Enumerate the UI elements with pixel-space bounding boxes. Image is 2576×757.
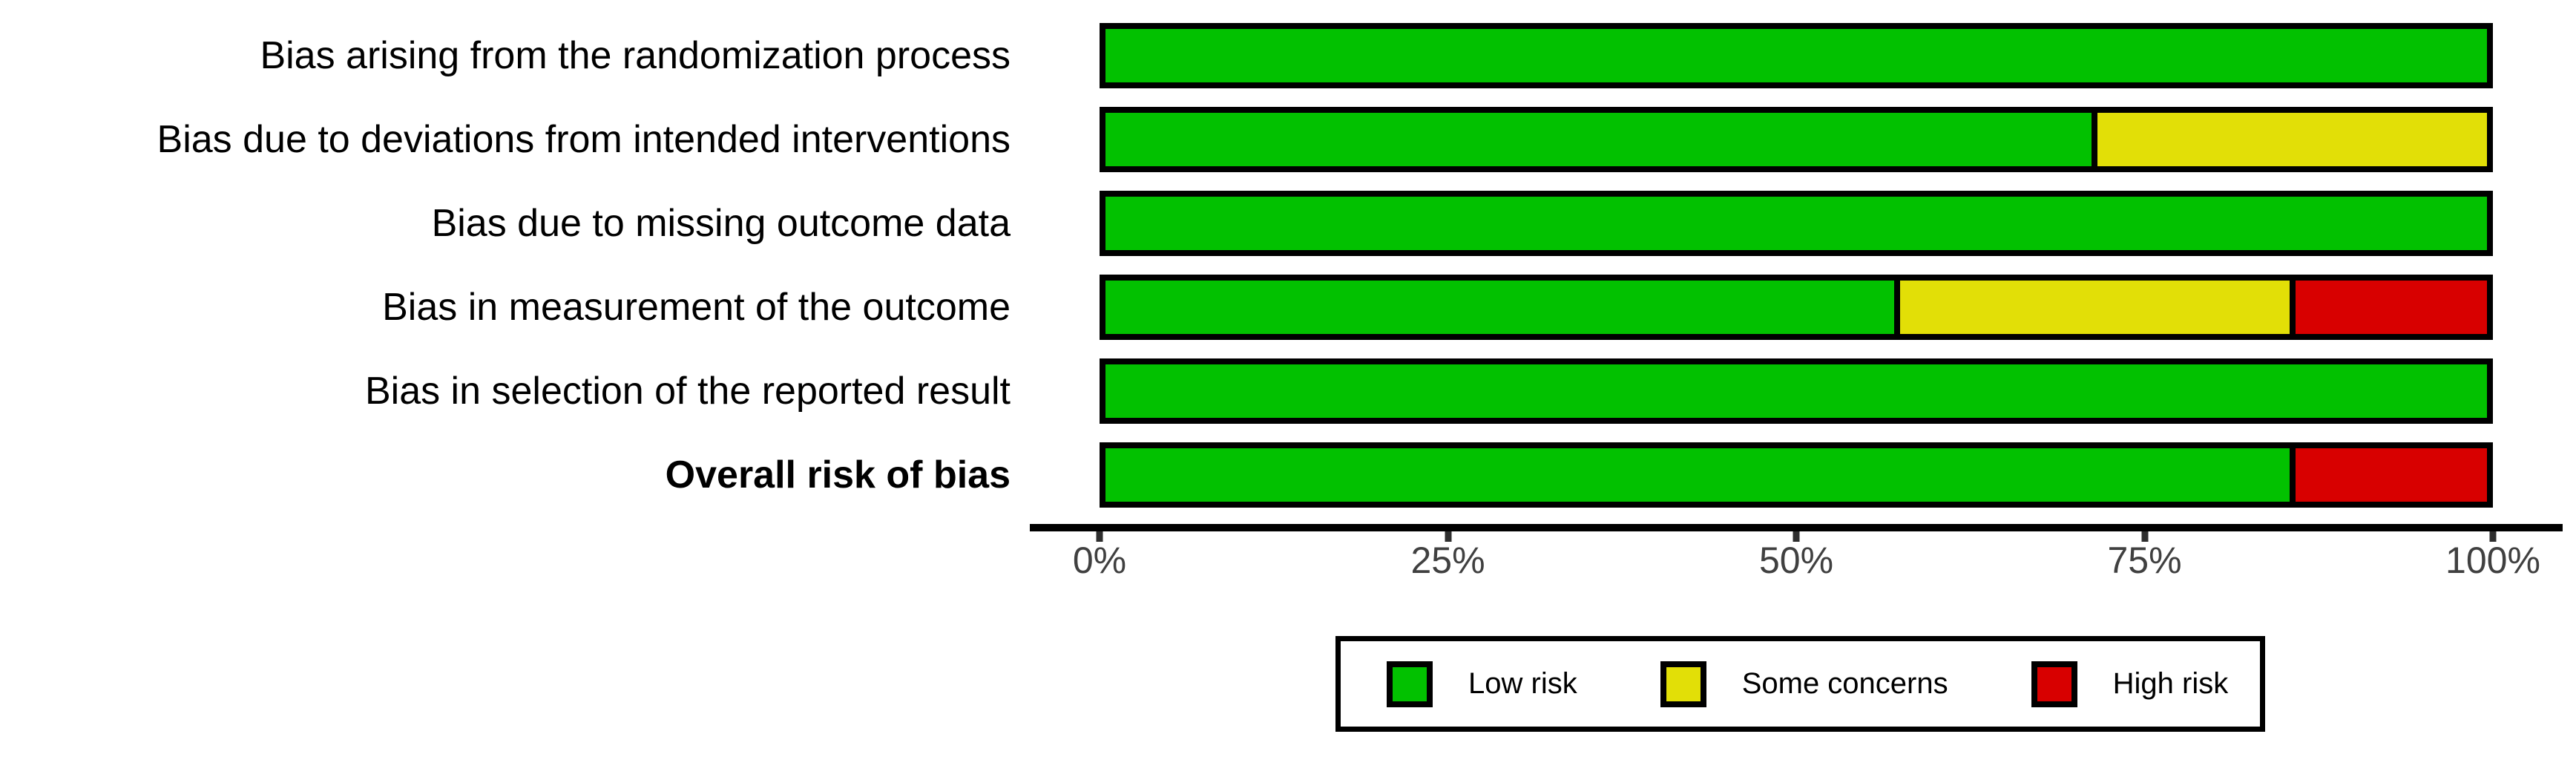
legend-box: Low risk Some concerns High risk [1335, 636, 2265, 732]
stacked-bar [1100, 191, 2493, 256]
chart-row: Bias due to deviations from intended int… [0, 107, 2493, 172]
bar-segment-low-risk [1105, 281, 1895, 334]
x-axis-tick-mark [1445, 531, 1451, 542]
stacked-bar [1100, 358, 2493, 424]
x-axis-tick-label: 0% [1072, 540, 1127, 581]
bar-segment-low-risk [1105, 364, 2487, 418]
x-axis-tick-mark [2489, 531, 2497, 542]
bar-segment-high-risk [2289, 448, 2487, 502]
category-label: Bias arising from the randomization proc… [260, 34, 1011, 77]
legend-label: High risk [2112, 667, 2229, 700]
legend-swatch [1660, 661, 1706, 707]
bar-segment-low-risk [1105, 197, 2487, 250]
stacked-bar [1100, 23, 2493, 88]
chart-row: Bias in selection of the reported result [0, 358, 2493, 424]
bar-segment-low-risk [1105, 29, 2487, 82]
x-axis-tick-label: 100% [2445, 540, 2540, 581]
x-axis-tick-label: 75% [2107, 540, 2182, 581]
chart-row: Bias arising from the randomization proc… [0, 23, 2493, 88]
chart-row: Bias due to missing outcome data [0, 191, 2493, 256]
bar-segment-low-risk [1105, 113, 2092, 166]
x-axis-line [1030, 524, 2563, 531]
category-label: Bias in measurement of the outcome [382, 286, 1011, 329]
legend-swatch [1387, 661, 1433, 707]
stacked-bar [1100, 442, 2493, 508]
legend-label: Some concerns [1741, 667, 1948, 700]
chart-row: Overall risk of bias [0, 442, 2493, 508]
legend-item: Some concerns [1660, 661, 1948, 707]
x-axis-tick-label: 50% [1758, 540, 1834, 581]
x-axis-tick-mark [2141, 531, 2148, 542]
bar-segment-low-risk [1105, 448, 2290, 502]
legend-swatch [2031, 661, 2077, 707]
bar-segment-some-concerns [1894, 281, 2290, 334]
stacked-bar [1100, 275, 2493, 340]
legend-item: High risk [2031, 661, 2229, 707]
category-label: Bias in selection of the reported result [364, 370, 1011, 413]
category-label: Overall risk of bias [665, 453, 1011, 497]
x-axis-tick-mark [1793, 531, 1800, 542]
category-label: Bias due to deviations from intended int… [157, 118, 1011, 161]
chart-row: Bias in measurement of the outcome [0, 275, 2493, 340]
bar-segment-some-concerns [2092, 113, 2487, 166]
x-axis-tick-label: 25% [1410, 540, 1485, 581]
legend-item: Low risk [1387, 661, 1577, 707]
bar-segment-high-risk [2289, 281, 2487, 334]
chart-rows: Bias arising from the randomization proc… [0, 23, 2493, 526]
category-label: Bias due to missing outcome data [431, 202, 1011, 245]
legend-label: Low risk [1468, 667, 1577, 700]
stacked-bar [1100, 107, 2493, 172]
x-axis-tick-mark [1096, 531, 1103, 542]
